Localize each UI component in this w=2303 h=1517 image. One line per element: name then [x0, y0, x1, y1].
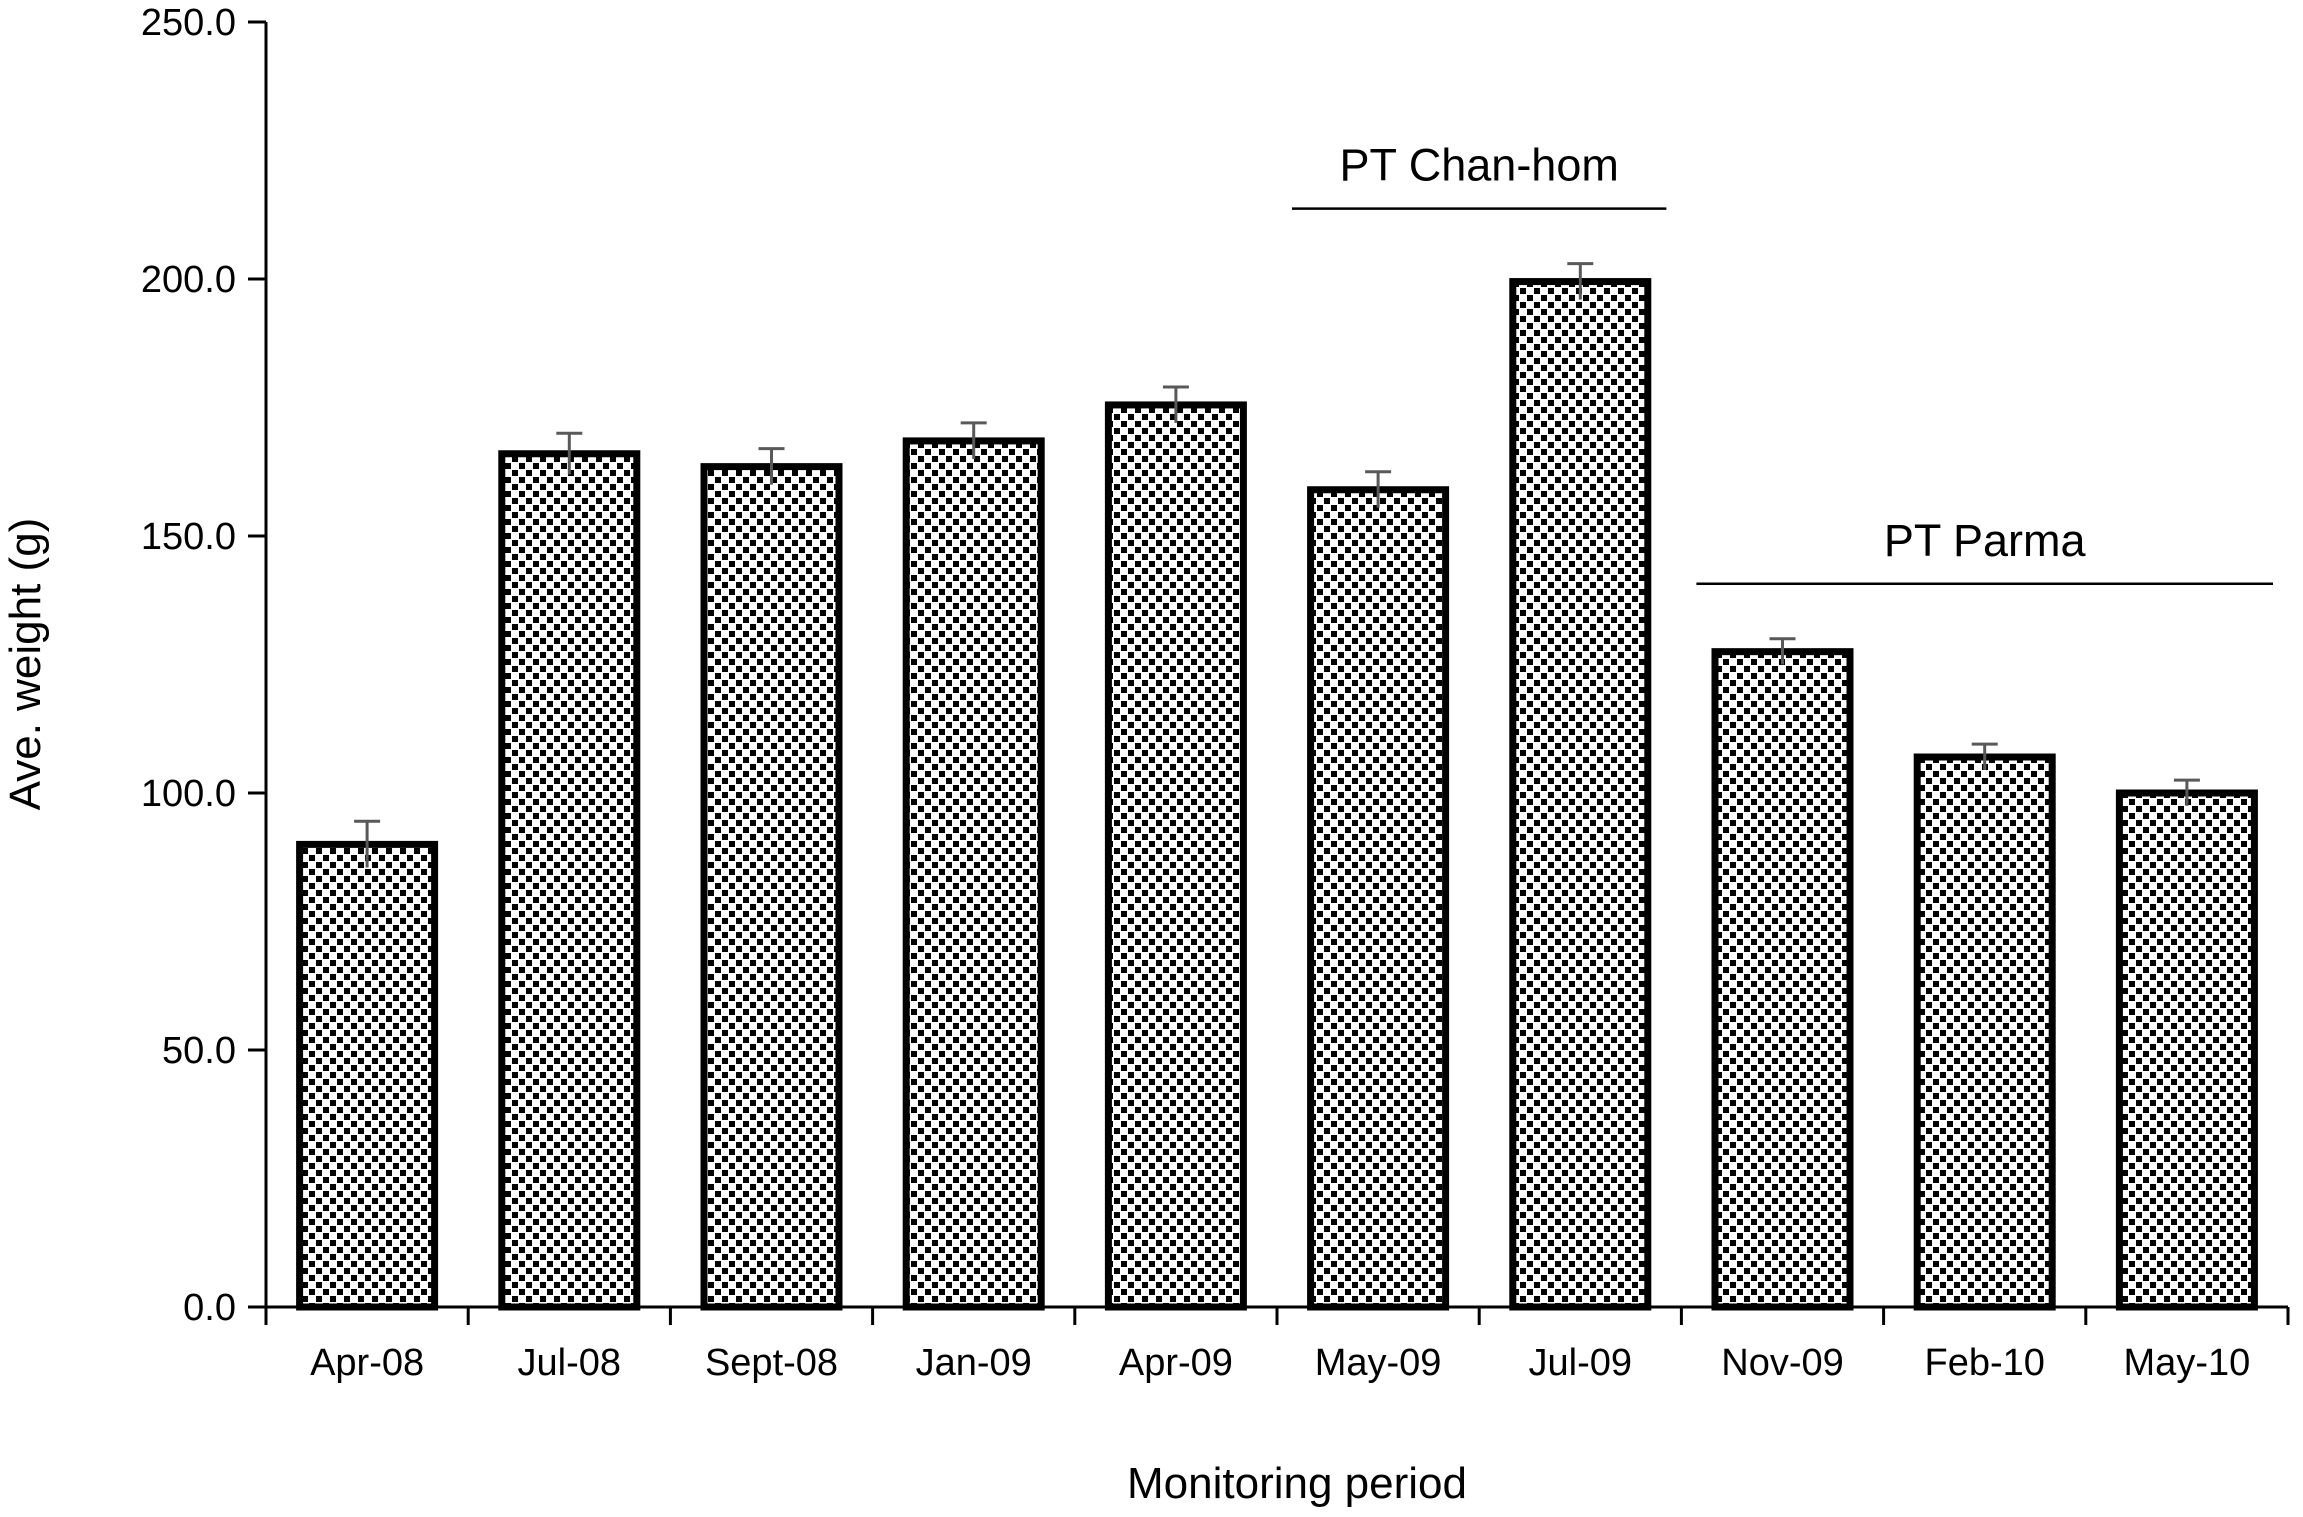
x-tick-label: Jul-09 — [1529, 1342, 1633, 1384]
bar — [2115, 789, 2258, 1311]
y-tick-label: 250.0 — [141, 2, 236, 44]
bar — [1104, 401, 1247, 1311]
y-tick-label: 200.0 — [141, 259, 236, 301]
x-tick-label: Jan-09 — [916, 1342, 1032, 1384]
bar — [296, 840, 439, 1311]
error-bar — [1162, 385, 1189, 423]
bars-group — [296, 278, 2258, 1311]
y-tick-label: 0.0 — [183, 1287, 236, 1329]
error-bars-group — [354, 262, 2200, 868]
x-ticks-group: Apr-08 Jul-08 Sept-08 Jan-09 Apr-09 May-09 Jul… — [264, 1307, 2290, 1384]
annotation-label: PT Parma — [1884, 515, 2087, 566]
error-bar — [1971, 742, 1998, 770]
bar — [902, 437, 1045, 1311]
x-tick-label: May-09 — [1315, 1342, 1442, 1384]
error-bar — [758, 447, 785, 485]
bar — [1913, 753, 2056, 1311]
x-tick-label: Apr-09 — [1119, 1342, 1233, 1384]
x-tick-label: Jul-08 — [518, 1342, 622, 1384]
y-axis-title: Ave. weight (g) — [1, 518, 50, 811]
x-tick-label: Sept-08 — [705, 1342, 838, 1384]
x-axis-title: Monitoring period — [1127, 1459, 1467, 1508]
bar — [1711, 648, 1854, 1311]
x-tick-label: Feb-10 — [1924, 1342, 2044, 1384]
error-bar — [1567, 262, 1594, 300]
error-bar — [556, 431, 583, 475]
error-bar — [1769, 637, 1796, 665]
y-tick-label: 150.0 — [141, 516, 236, 558]
annotation-label: PT Chan-hom — [1340, 140, 1619, 191]
error-bar — [354, 819, 381, 868]
error-bar — [1365, 470, 1392, 508]
bar — [700, 463, 843, 1311]
error-bar — [960, 421, 987, 459]
y-tick-label: 50.0 — [162, 1030, 236, 1072]
x-tick-label: Apr-08 — [310, 1342, 424, 1384]
bar — [498, 450, 641, 1311]
annotations-group: PT Chan-hom PT Parma — [1292, 140, 2273, 586]
error-bar — [2173, 778, 2200, 806]
bar — [1509, 278, 1652, 1311]
y-tick-label: 100.0 — [141, 773, 236, 815]
y-ticks-group: 0.0 50.0 100.0 150.0 200.0 250.0 — [141, 2, 266, 1329]
x-tick-label: May-10 — [2124, 1342, 2251, 1384]
x-tick-label: Nov-09 — [1721, 1342, 1844, 1384]
bar — [1307, 486, 1450, 1311]
